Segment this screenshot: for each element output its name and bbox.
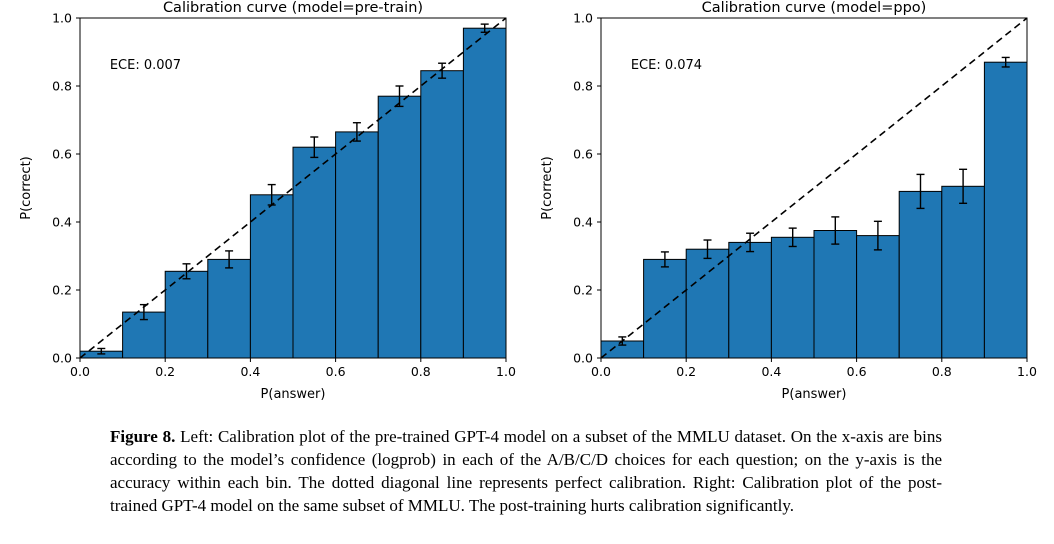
y-tick-label: 0.6 [573,147,593,162]
x-tick-label: 0.6 [847,364,867,379]
calibration-bar [770,236,815,359]
y-tick-label: 0.6 [52,147,72,162]
calibration-bar [941,185,985,359]
calibration-bar [813,230,858,359]
calibration-bar [643,258,687,359]
x-axis-label: P(answer) [782,387,847,402]
ece-annotation: ECE: 0.007 [110,58,181,73]
y-tick-label: 1.0 [573,11,593,26]
x-tick-label: 0.8 [932,364,952,379]
x-tick-label: 0.2 [676,364,696,379]
calibration-bar [335,131,379,359]
perfect-calibration-line [79,17,507,359]
x-tick-label: 0.0 [591,364,611,379]
x-tick-label: 0.8 [411,364,431,379]
calibration-bar [377,95,422,359]
calibration-bar [462,27,507,359]
x-tick-label: 1.0 [496,364,516,379]
x-tick-label: 0.0 [70,364,90,379]
calibration-bar [983,61,1028,359]
calibration-bar [249,194,294,359]
calibration-bar [856,235,900,359]
x-tick-label: 0.4 [240,364,260,379]
chart-title: Calibration curve (model=ppo) [702,0,927,16]
chart-title: Calibration curve (model=pre-train) [163,0,423,16]
figure-caption: Figure 8. Left: Calibration plot of the … [110,425,942,517]
y-tick-label: 1.0 [52,11,72,26]
y-tick-label: 0.8 [52,79,72,94]
calibration-chart-pretrain: 0.0 0.2 0.4 0.6 0.8 1.0 0.0 0.2 0.4 0.6 0.8 1.0 P(an… [19,0,516,402]
calibration-bar [207,258,251,359]
y-tick-label: 0.2 [52,283,72,298]
x-tick-label: 0.6 [326,364,346,379]
calibration-bar [898,190,943,359]
calibration-bar [420,70,464,359]
calibration-bar [728,241,772,359]
calibration-chart-ppo: 0.0 0.2 0.4 0.6 0.8 1.0 0.0 0.2 0.4 0.6 0.8 1.0 P(an… [540,0,1037,402]
figure-label: Figure 8. [110,427,176,446]
ece-annotation: ECE: 0.074 [631,58,702,73]
y-tick-label: 0.8 [573,79,593,94]
y-axis-label: P(correct) [540,156,555,220]
plot-frame [79,17,507,359]
x-tick-label: 1.0 [1017,364,1037,379]
y-tick-label: 0.2 [573,283,593,298]
perfect-calibration-line [600,17,1028,359]
y-tick-label: 0.0 [573,351,593,366]
x-axis-label: P(answer) [261,387,326,402]
charts-row: 0.0 0.2 0.4 0.6 0.8 1.0 0.0 0.2 0.4 0.6 0.8 1.0 P(an… [19,0,1037,402]
calibration-bar [685,248,730,359]
y-axis-label: P(correct) [19,156,34,220]
x-tick-label: 0.2 [155,364,175,379]
plot-frame [600,17,1028,359]
calibration-bar [292,146,337,359]
caption-text: Left: Calibration plot of the pre-traine… [110,427,942,516]
y-tick-label: 0.4 [52,215,72,230]
y-tick-label: 0.0 [52,351,72,366]
x-tick-label: 0.4 [761,364,781,379]
y-tick-label: 0.4 [573,215,593,230]
